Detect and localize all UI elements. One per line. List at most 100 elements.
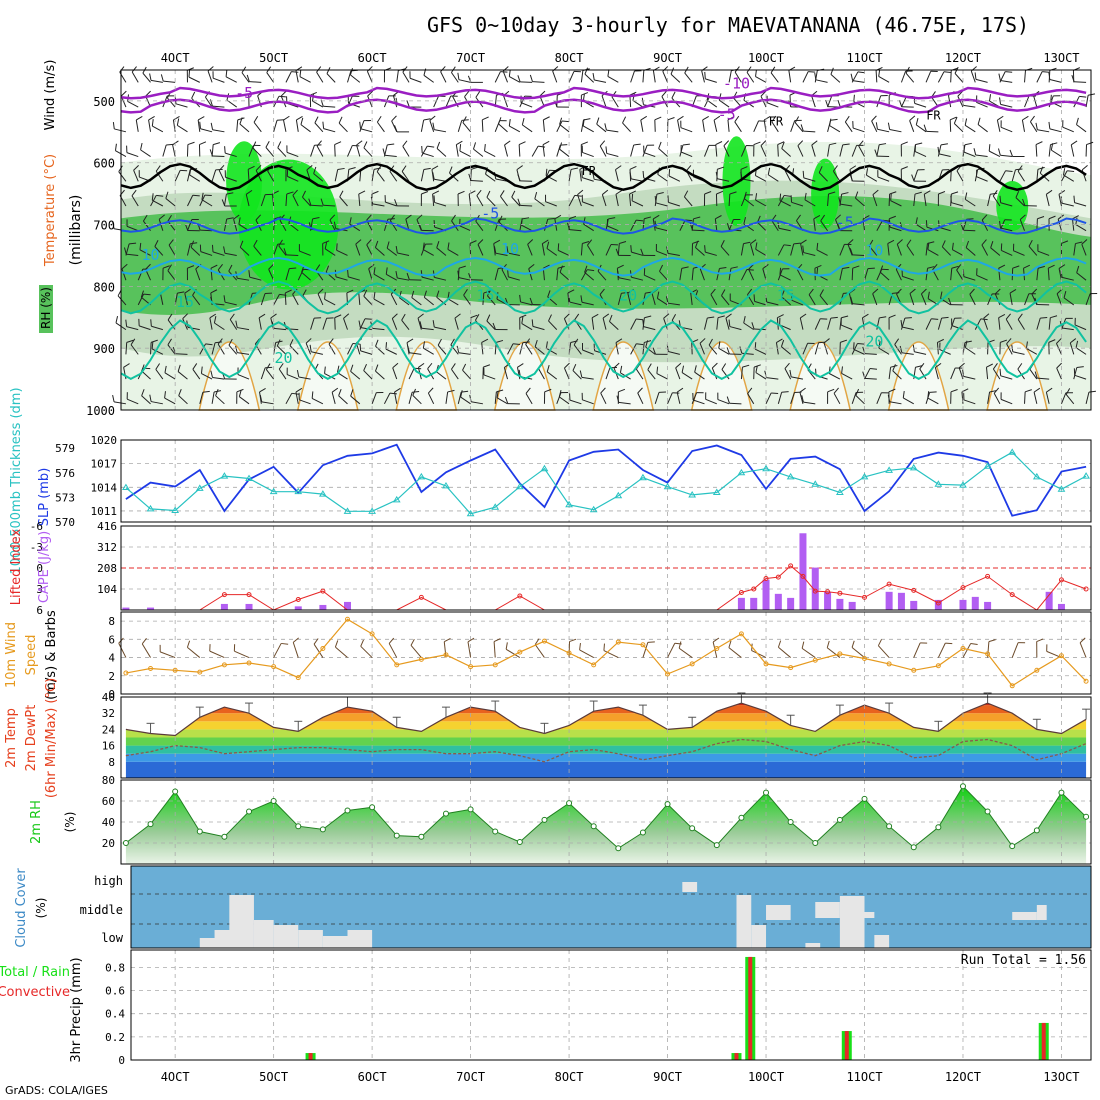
thickness-point (466, 509, 475, 517)
temp-axis-label: 2m Temp (4, 708, 19, 768)
wind-barb (343, 313, 350, 330)
rh2m-point (147, 821, 154, 828)
wind-barb (919, 362, 927, 380)
wind-speed-point (295, 675, 301, 681)
thickness-axis-label: 1000-500mb Thickness (dm) (9, 387, 24, 574)
wind-barb (1025, 341, 1038, 355)
wind-barb (963, 145, 976, 158)
wind-barb (667, 195, 681, 207)
precip-tick-label: 0.6 (105, 985, 125, 998)
rh2m-point (615, 845, 622, 852)
wind-barb (637, 387, 644, 405)
wind-barb (155, 363, 164, 380)
wind-barb (923, 124, 939, 133)
thickness-point (368, 507, 377, 514)
wind-barb (581, 170, 594, 182)
wind-barb (385, 267, 397, 281)
wind-barb (852, 121, 865, 133)
wind-barb (164, 391, 176, 405)
wind-barb (270, 313, 277, 330)
wind-barb (999, 221, 1013, 232)
wind-barb (704, 144, 716, 157)
wind-barb (777, 244, 791, 256)
wind-barb (977, 117, 988, 133)
wind-barb (755, 193, 767, 207)
wind-barb (224, 170, 237, 182)
lifted-index-point (911, 587, 917, 593)
wind-barb (728, 319, 742, 331)
time-label-bottom: 7OCT (456, 1070, 485, 1084)
wind-speed-point (665, 671, 671, 677)
wind-barb (572, 363, 582, 380)
wind-barb (276, 339, 287, 355)
wind-barb (913, 191, 922, 207)
thickness-point (835, 488, 844, 495)
wind-barb (462, 363, 471, 380)
lifted-index-point (738, 590, 744, 595)
wind-barb (927, 391, 939, 405)
wind-barb (517, 174, 533, 182)
wind-barb (286, 145, 299, 158)
wind-barb (1005, 313, 1013, 330)
wind-barb (186, 141, 195, 157)
wind-barb (937, 642, 953, 658)
wind-barb (534, 638, 545, 658)
wind-barb (420, 118, 431, 132)
wind-barb (324, 292, 336, 306)
wind-barb (827, 388, 835, 404)
wind-barb (563, 313, 570, 330)
wind-barb (734, 66, 742, 83)
time-label-bottom: 9OCT (653, 1070, 682, 1084)
wind-barb (925, 318, 939, 330)
wind-barb (829, 118, 841, 133)
wind-barb (743, 216, 755, 232)
wind-barb (223, 192, 234, 207)
cape-tick-label: 416 (97, 520, 117, 533)
wind-barb (781, 141, 791, 157)
rh2m-point (861, 795, 868, 802)
cape-bar (787, 597, 795, 610)
wind-barb (386, 241, 398, 256)
wind-barb (130, 338, 139, 355)
wind-speed-point (148, 665, 154, 671)
wind-barb (322, 121, 336, 133)
wind-barb (603, 643, 619, 659)
lifted-index-point (825, 589, 831, 595)
thickness-point (442, 481, 450, 489)
wind-barb (801, 395, 816, 405)
wind-speed-point (394, 662, 400, 668)
wind-barb (640, 115, 648, 132)
wind-barb (374, 240, 385, 256)
wind-speed-point (443, 652, 449, 658)
time-label-top: 5OCT (259, 51, 288, 65)
wind-barb (781, 290, 791, 306)
wind-barb (950, 317, 962, 330)
wind-barb (728, 218, 741, 231)
wind-barb (900, 320, 914, 331)
wind-barb (211, 341, 223, 355)
rh2m-point (319, 826, 326, 833)
wind-barb (583, 217, 594, 232)
wind-barb (164, 365, 176, 380)
wind-barb (188, 70, 200, 83)
wind-barb (286, 367, 299, 380)
wind-barb (914, 144, 927, 157)
wind-barb (655, 244, 668, 256)
wind-barb (804, 192, 816, 207)
thickness-point (146, 504, 155, 512)
time-label-bottom: 6OCT (358, 1070, 387, 1084)
wind-barb (493, 239, 501, 256)
wind-barb (999, 368, 1013, 380)
wind-barb (449, 166, 459, 182)
thickness-point (515, 482, 524, 490)
wind-barb (126, 145, 139, 158)
wind-barb (445, 389, 455, 404)
cape-tick-label: 312 (97, 541, 117, 554)
wind-barb (455, 140, 463, 157)
wind-barb (703, 316, 715, 330)
wind-barb (925, 70, 938, 83)
wind-barb (631, 193, 644, 207)
wind-barb (284, 289, 292, 305)
wind-barb (338, 116, 348, 133)
wind-barb (934, 362, 942, 380)
